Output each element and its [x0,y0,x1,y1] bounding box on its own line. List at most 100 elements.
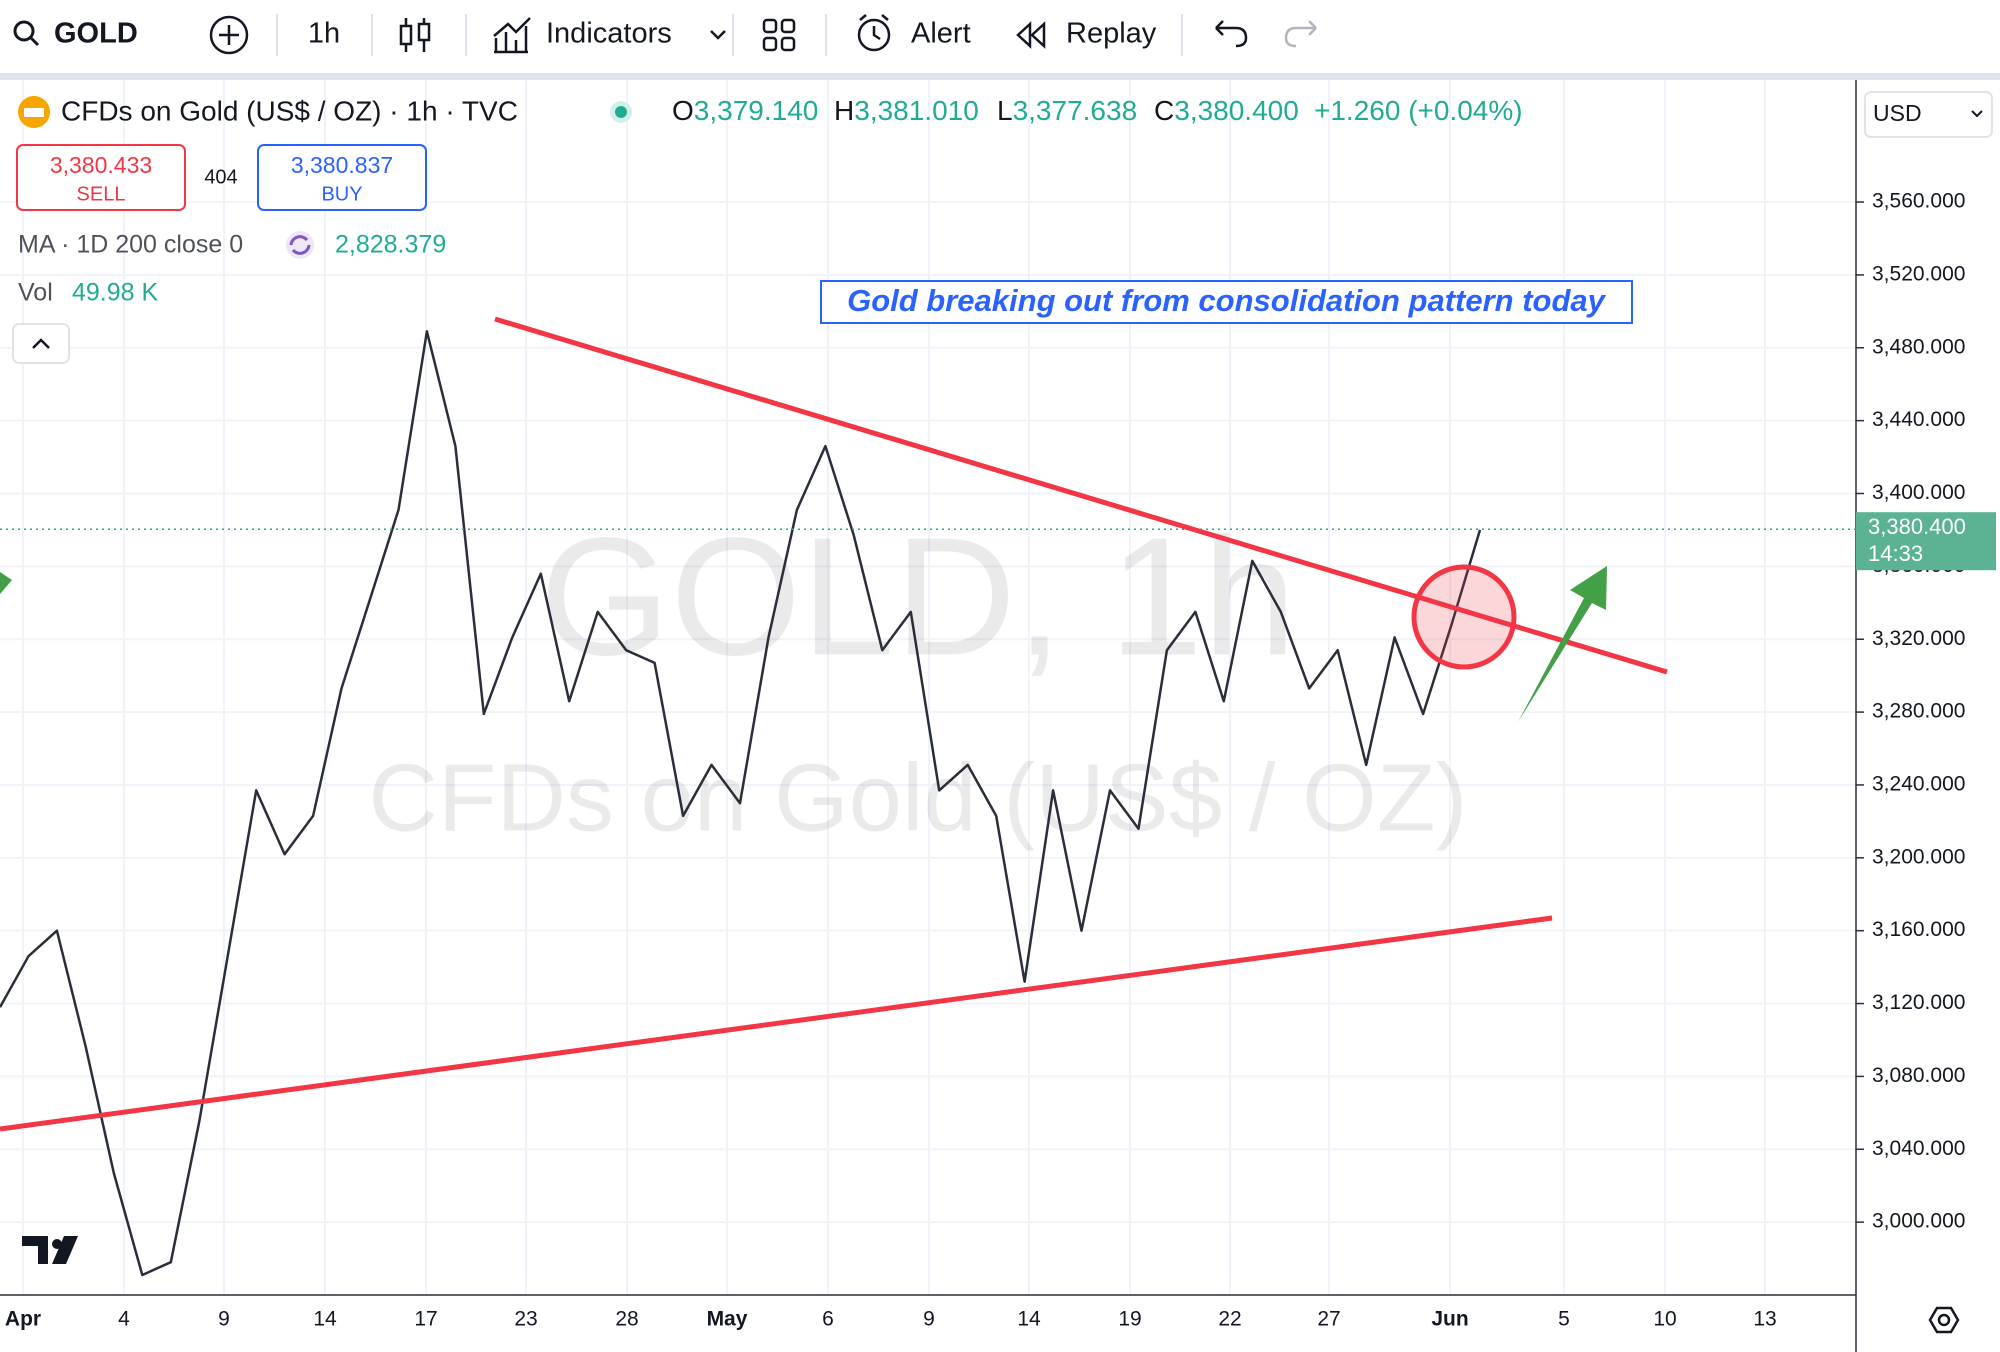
watermark-description: CFDs on Gold (US$ / OZ) [369,744,1468,851]
indicators-icon [493,17,531,54]
sell-button[interactable]: 3,380.433 SELL [16,144,186,211]
undo-button[interactable] [1215,20,1248,48]
x-tick-label: 14 [1017,1308,1041,1331]
collapse-legend[interactable] [12,323,70,364]
resistance-trendline[interactable] [494,316,1668,675]
buy-label[interactable]: BUY [321,183,362,205]
buy-button[interactable]: 3,380.837 BUY [257,144,427,211]
sell-box[interactable] [16,144,186,211]
currency-box[interactable] [1864,91,1993,138]
x-tick-label: May [707,1308,748,1331]
y-tick-label: 3,480.000 [1872,335,1965,358]
ma-label[interactable]: MA · 1D 200 close 0 [18,231,243,259]
dropdown-arrow [1971,110,1983,118]
grid-icon [762,18,778,34]
x-tick-label: 6 [822,1308,834,1331]
collapse-icon [32,338,50,349]
sell-price[interactable]: 3,380.433 [50,152,152,178]
y-tick-label: 3,320.000 [1872,627,1965,650]
x-tick-label: 28 [615,1308,638,1331]
close-value: 3,380.400 [1174,95,1299,126]
arrow-edge [0,572,12,594]
sell-label[interactable]: SELL [77,183,126,205]
x-tick-label: 17 [414,1308,437,1331]
dropdown-arrow [710,30,726,40]
breakout-circle[interactable] [1411,564,1517,670]
plus-icon [209,15,249,55]
indicators-label[interactable]: Indicators [546,18,672,50]
alert-icon [857,18,891,52]
candle-icon [417,22,431,42]
plot [0,330,1856,1277]
change: +1.260 (+0.04%) [1314,95,1523,126]
currency-select[interactable]: USD [1864,91,1993,138]
y-tick-label: 3,000.000 [1872,1210,1965,1233]
y-tick-label: 3,120.000 [1872,991,1965,1014]
price-line [0,330,1482,1277]
instrument-title[interactable]: CFDs on Gold (US$ / OZ) · 1h · TVC [61,95,518,126]
search-icon [13,20,35,42]
last-price-box [1856,512,1996,571]
x-tick-label: Apr [5,1308,41,1331]
chart-type-button[interactable] [399,18,431,52]
spread: 404 [204,166,237,188]
x-tick-label: 9 [923,1308,935,1331]
x-tick-label: Jun [1431,1308,1468,1331]
alert-label[interactable]: Alert [911,18,971,50]
replay-icon [1016,21,1046,49]
y-tick-label: 3,200.000 [1872,845,1965,868]
collapse-button[interactable] [12,323,70,364]
annotation-box[interactable] [820,280,1633,324]
x-tick-label: 4 [118,1308,130,1331]
search-icon [29,36,40,47]
candle-icon [399,24,413,46]
y-tick-label: 3,040.000 [1872,1137,1965,1160]
x-tick-label: 9 [218,1308,230,1331]
x-tick-label: 13 [1753,1308,1776,1331]
redo-button[interactable] [1284,20,1317,48]
toolbar [0,0,2000,73]
interval[interactable]: 1h [308,18,340,50]
symbol[interactable]: GOLD [54,18,138,50]
templates-button[interactable] [762,18,796,52]
x-tick-label: 23 [514,1308,537,1331]
open-label: O [672,95,694,126]
y-tick-label: 3,280.000 [1872,700,1965,723]
x-tick-label: 27 [1317,1308,1340,1331]
symbol-logo [24,108,44,117]
countdown: 14:33 [1868,541,1923,566]
y-tick-label: 3,400.000 [1872,481,1965,504]
settings-icon [1928,1306,1960,1334]
indicators-button[interactable]: Indicators [493,17,726,54]
settings-button[interactable] [1928,1306,1960,1334]
high-label: H [834,95,854,126]
y-tick-label: 3,080.000 [1872,1064,1965,1087]
up-arrow[interactable] [1518,566,1607,722]
grid-icon [780,18,796,34]
settings-icon [1937,1313,1951,1327]
vol-value: 49.98 K [72,279,159,307]
ohlc: O3,379.140 H3,381.010 L3,377.638 C3,380.… [672,95,1523,126]
high-value: 3,381.010 [854,95,979,126]
buy-price[interactable]: 3,380.837 [291,152,393,178]
currency[interactable]: USD [1873,100,1922,126]
add-symbol[interactable] [209,15,249,55]
tradingview-logo[interactable] [22,1236,78,1264]
replay-label[interactable]: Replay [1066,18,1157,50]
low-value: 3,377.638 [1013,95,1138,126]
x-tick-label: 5 [1558,1308,1570,1331]
y-tick-label: 3,440.000 [1872,408,1965,431]
loading-icon [289,235,311,255]
support-trendline[interactable] [0,915,1553,1132]
replay-button[interactable]: Replay [1016,18,1157,50]
close-label: C [1154,95,1174,126]
vol-label[interactable]: Vol [18,279,53,307]
annotation[interactable]: Gold breaking out from consolidation pat… [847,283,1607,318]
alert-button[interactable]: Alert [857,14,971,52]
y-tick-label: 3,520.000 [1872,262,1965,285]
symbol-search[interactable]: GOLD [13,18,138,50]
y-tick-label: 3,240.000 [1872,773,1965,796]
buy-box[interactable] [257,144,427,211]
y-tick-label: 3,560.000 [1872,190,1965,213]
